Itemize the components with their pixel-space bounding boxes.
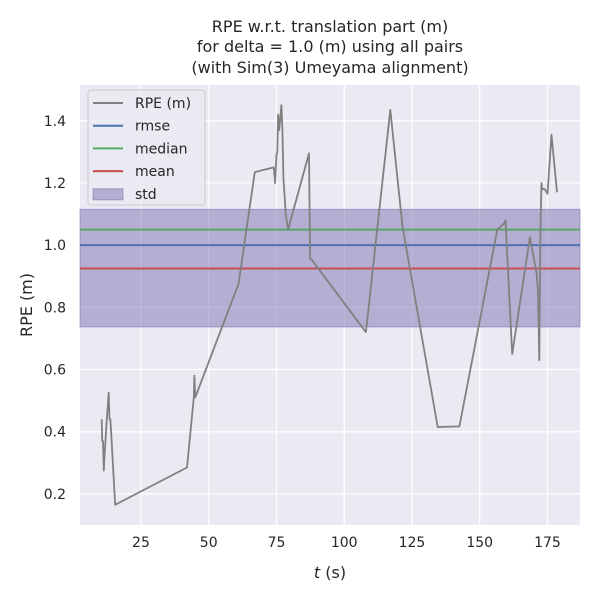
y-tick-label: 0.4 [44,425,66,441]
y-tick-label: 0.8 [44,300,66,316]
y-tick-label: 0.2 [44,487,66,503]
x-axis-label: t (s) [314,563,346,582]
legend-swatch-std [92,188,124,201]
rpe-series-line [100,104,558,506]
legend-label: mean [135,164,175,180]
chart-title-line-3: (with Sim(3) Umeyama alignment) [191,58,468,77]
plot-area: 25 50 75 100 125 150 175 0.2 0.4 0.6 0.8 1.0 1.2 1.4 R… [44,85,581,551]
legend-label: rmse [135,119,170,135]
x-tick-label: 175 [534,535,561,551]
x-tick-label: 100 [331,535,358,551]
legend-label: median [135,141,187,157]
x-axis-label-variable: t [314,563,321,582]
y-tick-label: 1.2 [44,176,66,192]
y-axis-label: RPE (m) [17,273,36,337]
svg-text:t (s): t (s) [314,563,346,582]
legend-label: std [135,187,157,203]
legend-box [87,89,206,206]
x-tick-label: 75 [268,535,286,551]
chart-title-line-2: for delta = 1.0 (m) using all pairs [197,37,463,56]
legend-label: RPE (m) [135,96,191,112]
x-axis-label-unit: (s) [320,563,346,582]
x-tick-label: 150 [466,535,493,551]
y-tick-label: 1.0 [44,238,66,254]
y-tick-label: 0.6 [44,363,66,379]
x-tick-label: 125 [399,535,426,551]
y-tick-label: 1.4 [44,114,66,130]
chart-title: RPE w.r.t. translation part (m) for delt… [191,17,468,77]
x-tick-label: 50 [200,535,218,551]
x-tick-label: 25 [132,535,150,551]
chart-title-line-1: RPE w.r.t. translation part (m) [212,17,448,36]
